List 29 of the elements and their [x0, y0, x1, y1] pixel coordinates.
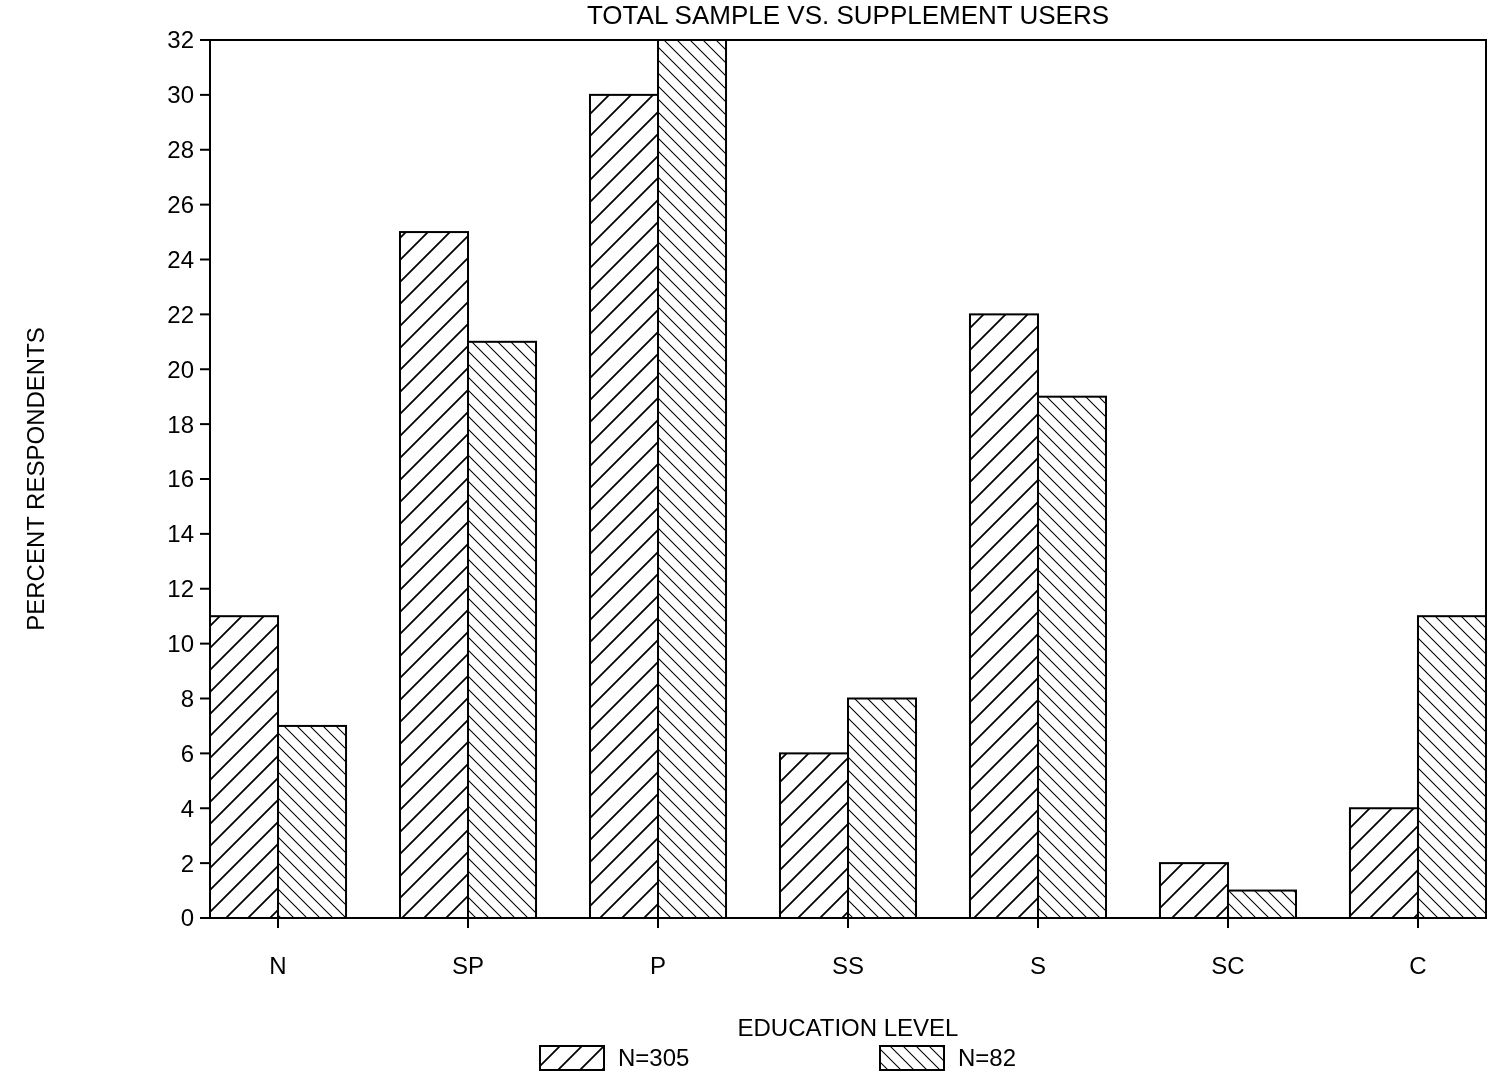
y-tick-label: 32 [167, 26, 194, 54]
y-tick-label: 22 [167, 300, 194, 328]
x-tick-label: SS [831, 952, 865, 979]
legend-label: N=305 [618, 1044, 690, 1071]
y-tick-label: 26 [167, 191, 194, 219]
x-tick-label: SC [1211, 952, 1245, 979]
x-tick-label: N [269, 952, 287, 979]
x-tick-label: C [1409, 952, 1427, 979]
y-tick-label: 16 [167, 465, 194, 493]
legend-label: N=82 [958, 1044, 1017, 1071]
y-tick-label: 20 [167, 355, 194, 383]
y-tick-label: 4 [180, 794, 194, 822]
y-tick-label: 24 [167, 245, 194, 273]
chart-title: TOTAL SAMPLE VS. SUPPLEMENT USERS [586, 0, 1110, 30]
x-tick-label: SP [452, 952, 485, 979]
y-tick-label: 10 [167, 630, 194, 658]
x-tick-label: P [650, 952, 667, 979]
y-tick-label: 30 [167, 81, 194, 109]
y-tick-label: 8 [180, 684, 194, 712]
y-tick-label: 14 [167, 520, 194, 548]
y-tick-label: 0 [180, 904, 194, 932]
x-tick-label: S [1029, 952, 1046, 979]
y-tick-label: 18 [167, 410, 194, 438]
y-tick-label: 12 [167, 575, 194, 603]
x-axis-title: EDUCATION LEVEL [737, 1014, 959, 1041]
y-tick-label: 28 [167, 136, 194, 164]
y-axis-title: PERCENT RESPONDENTS [22, 327, 49, 631]
y-tick-label: 6 [180, 739, 194, 767]
y-tick-label: 2 [180, 849, 194, 877]
